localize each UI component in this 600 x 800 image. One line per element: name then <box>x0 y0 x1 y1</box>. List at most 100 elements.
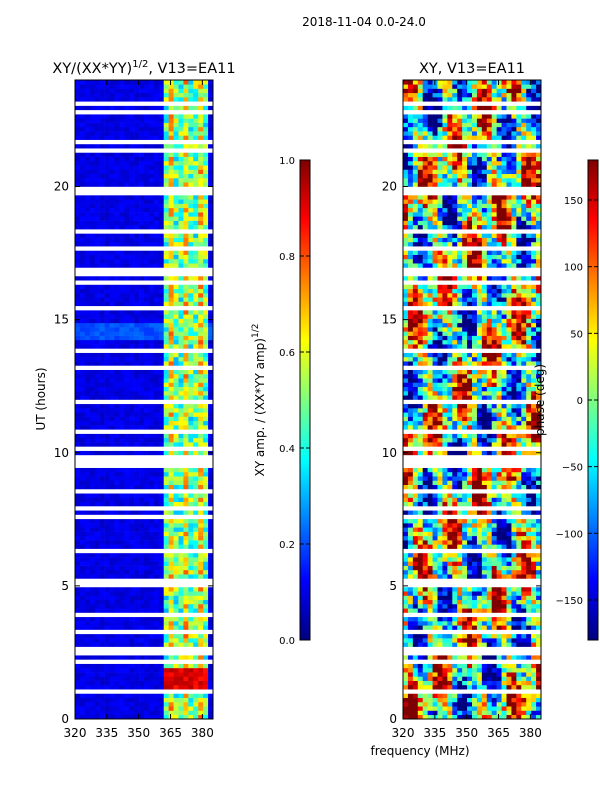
heatmap-cell <box>109 177 115 183</box>
heatmap-cell <box>437 471 443 477</box>
heatmap-cell <box>163 697 169 703</box>
heatmap-cell <box>476 535 483 541</box>
heatmap-cell <box>173 322 179 328</box>
heatmap-cell <box>178 241 184 247</box>
heatmap-cell <box>427 616 433 622</box>
heatmap-cell <box>153 497 160 503</box>
heatmap-cell <box>158 118 165 123</box>
heatmap-cell <box>178 616 184 622</box>
heatmap-cell <box>511 706 517 711</box>
heatmap-cell <box>481 416 488 422</box>
heatmap-cell <box>124 322 130 328</box>
heatmap-cell <box>84 156 91 162</box>
heatmap-cell <box>437 595 443 601</box>
heatmap-cell <box>75 625 81 630</box>
heatmap-cell <box>79 118 86 123</box>
heatmap-cell <box>193 386 199 392</box>
heatmap-cell <box>109 80 115 85</box>
heatmap-cell <box>173 293 179 298</box>
heatmap-cell <box>183 403 189 409</box>
heatmap-cell <box>99 220 105 226</box>
heatmap-cell <box>94 114 100 119</box>
heatmap-cell <box>84 540 91 545</box>
heatmap-cell <box>134 97 140 102</box>
heatmap-cell <box>163 386 169 392</box>
heatmap-cell <box>144 523 150 528</box>
heatmap-cell <box>208 412 214 417</box>
heatmap-cell <box>193 710 199 716</box>
heatmap-cell <box>79 114 86 119</box>
heatmap-cell <box>506 518 512 524</box>
heatmap-cell <box>457 697 463 703</box>
heatmap-cell <box>84 344 91 349</box>
heatmap-cell <box>437 633 443 639</box>
heatmap-cell <box>506 561 512 566</box>
heatmap-cell <box>153 663 160 669</box>
heatmap-cell <box>163 574 169 579</box>
heatmap-cell <box>139 301 145 307</box>
heatmap-cell <box>129 378 135 383</box>
heatmap-cell <box>437 706 443 711</box>
heatmap-cell <box>119 237 125 243</box>
heatmap-cell <box>94 667 100 673</box>
heatmap-cell <box>139 569 145 575</box>
heatmap-cell <box>526 531 532 537</box>
heatmap-cell <box>124 382 130 388</box>
heatmap-cell <box>536 531 542 537</box>
heatmap-cell <box>119 361 125 366</box>
heatmap-cell <box>198 676 204 681</box>
heatmap-cell <box>193 382 199 388</box>
heatmap-cell <box>462 476 468 481</box>
heatmap-cell <box>452 437 458 443</box>
heatmap-cell <box>178 552 184 558</box>
heatmap-cell <box>153 386 160 392</box>
heatmap-cell <box>183 160 189 166</box>
heatmap-cell <box>427 697 433 703</box>
heatmap-cell <box>168 595 174 601</box>
heatmap-cell <box>129 331 135 336</box>
heatmap-cell <box>198 297 204 302</box>
flagged-row <box>75 578 213 583</box>
heatmap-cell <box>153 322 160 328</box>
heatmap-cell <box>94 386 100 392</box>
heatmap-cell <box>99 603 105 609</box>
heatmap-cell <box>84 403 91 409</box>
heatmap-cell <box>476 540 483 545</box>
heatmap-cell <box>467 667 473 673</box>
heatmap-cell <box>75 177 81 183</box>
heatmap-cell <box>417 608 424 613</box>
heatmap-cell <box>417 518 424 524</box>
heatmap-cell <box>486 595 493 601</box>
heatmap-cell <box>104 672 110 677</box>
heatmap-cell <box>208 114 214 119</box>
heatmap-cell <box>129 335 135 341</box>
heatmap-cell <box>457 638 463 643</box>
heatmap-cell <box>178 165 184 170</box>
heatmap-cell <box>168 105 174 111</box>
heatmap-cell <box>432 403 438 409</box>
heatmap-cell <box>114 603 120 609</box>
heatmap-cell <box>119 527 125 532</box>
heatmap-cell <box>124 655 130 660</box>
heatmap-cell <box>153 97 160 102</box>
heatmap-cell <box>501 672 507 677</box>
heatmap-cell <box>183 237 189 243</box>
heatmap-cell <box>148 493 155 498</box>
heatmap-cell <box>94 143 100 149</box>
heatmap-cell <box>198 84 204 89</box>
heatmap-cell <box>114 199 120 204</box>
heatmap-cell <box>193 437 199 443</box>
heatmap-cell <box>203 523 209 528</box>
heatmap-cell <box>144 697 150 703</box>
heatmap-cell <box>148 608 155 613</box>
heatmap-cell <box>94 693 100 698</box>
heatmap-cell <box>89 540 96 545</box>
heatmap-cell <box>491 471 497 477</box>
heatmap-cell <box>447 497 453 503</box>
heatmap-cell <box>79 297 86 302</box>
heatmap-cell <box>148 284 155 290</box>
heatmap-cell <box>486 655 493 660</box>
heatmap-cell <box>94 216 100 221</box>
heatmap-cell <box>158 497 165 503</box>
heatmap-cell <box>511 442 517 447</box>
